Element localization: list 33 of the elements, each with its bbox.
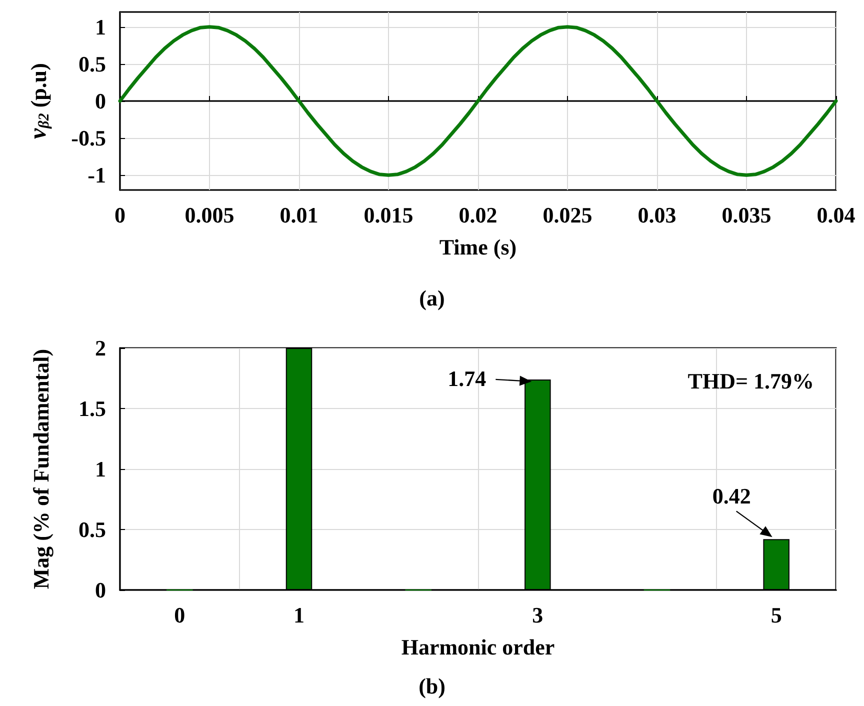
annotation: 0.42 [712,484,751,509]
y-tick-label: 0 [95,578,106,602]
x-tick-label: 0.035 [722,202,772,228]
y-tick-label: -1 [88,162,106,188]
x-tick-label: 0.04 [816,202,856,228]
x-tick-label: 1 [294,602,304,628]
x-tick-label: 5 [770,602,782,628]
y-axis-title: Mag (% of Fundamental) [28,348,54,590]
y-tick-label: 0 [95,88,106,114]
text: (b) [418,674,446,698]
annotation: THD= 1.79% [688,368,814,394]
x-tick-label: 0.02 [458,202,498,228]
x-tick-label: 3 [532,602,544,628]
y-tick-label: 0.5 [78,517,106,542]
y-tick-label: 2 [95,336,106,360]
x-tick-label: 0.01 [280,202,318,228]
y-tick-label: 1 [95,456,106,482]
y-axis-title: vβ2 (p.u) [26,63,52,139]
y-tick-label: 0.5 [78,51,106,76]
text: (a) [419,286,445,310]
x-axis-title: Time (s) [439,234,517,260]
x-tick-label: 0 [174,602,186,628]
y-tick-label: 1.5 [78,396,106,421]
x-tick-label: 0.005 [184,202,234,228]
x-tick-label: 0.015 [364,202,414,228]
x-axis-title: Harmonic order [401,634,555,660]
line-series [118,25,838,177]
x-tick-label: 0 [114,202,126,228]
annotation: 1.74 [448,366,486,391]
y-tick-label: 1 [95,14,106,40]
x-tick-label: 0.03 [638,202,676,228]
y-tick-label: -0.5 [71,126,106,151]
x-tick-label: 0.025 [542,202,592,228]
